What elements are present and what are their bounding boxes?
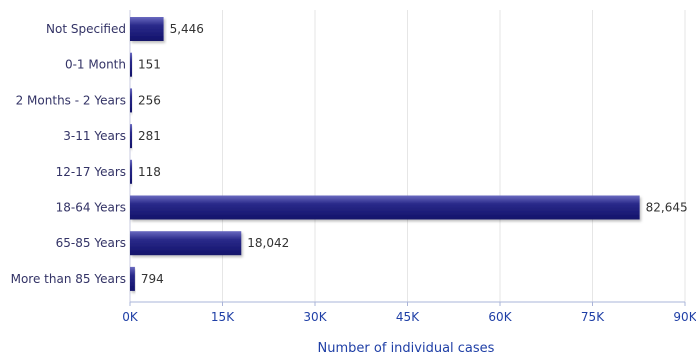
x-tick-label: 45K [396, 310, 420, 324]
x-tick-label: 90K [673, 310, 696, 324]
category-label: 0-1 Month [65, 58, 126, 72]
category-label: 2 Months - 2 Years [16, 93, 126, 107]
grid-lines [129, 10, 686, 303]
x-axis-title: Number of individual cases [318, 341, 495, 356]
category-label: 65-85 Years [56, 236, 126, 250]
data-label: 5,446 [170, 22, 204, 36]
category-label: 3-11 Years [63, 129, 126, 143]
data-label: 256 [138, 93, 161, 107]
category-label: 18-64 Years [56, 201, 126, 215]
x-tick-label: 0K [122, 310, 139, 324]
bar[interactable] [130, 124, 132, 149]
bars [130, 17, 640, 291]
category-label: More than 85 Years [11, 272, 126, 286]
data-labels: 5,446 151 256 281 118 82,645 18,042 794 [138, 22, 688, 286]
data-label: 18,042 [247, 236, 289, 250]
bar[interactable] [130, 266, 135, 291]
x-tick-label: 60K [488, 310, 512, 324]
bar[interactable] [130, 159, 132, 184]
data-label: 794 [141, 272, 164, 286]
x-tick-label: 15K [211, 310, 235, 324]
x-tick-label: 30K [303, 310, 327, 324]
bar[interactable] [130, 195, 640, 220]
data-label: 118 [138, 165, 161, 179]
category-labels: Not Specified 0-1 Month 2 Months - 2 Years… [11, 22, 126, 286]
data-label: 151 [138, 58, 161, 72]
data-label: 281 [138, 129, 161, 143]
category-label: 12-17 Years [56, 165, 126, 179]
bar[interactable] [130, 52, 132, 77]
bar[interactable] [130, 88, 132, 113]
category-label: Not Specified [46, 22, 126, 36]
bar[interactable] [130, 17, 164, 41]
x-tick-label: 75K [581, 310, 605, 324]
data-label: 82,645 [646, 201, 688, 215]
bar[interactable] [130, 231, 242, 256]
x-axis-ticks: 0K 15K 30K 45K 60K 75K 90K [122, 302, 696, 324]
